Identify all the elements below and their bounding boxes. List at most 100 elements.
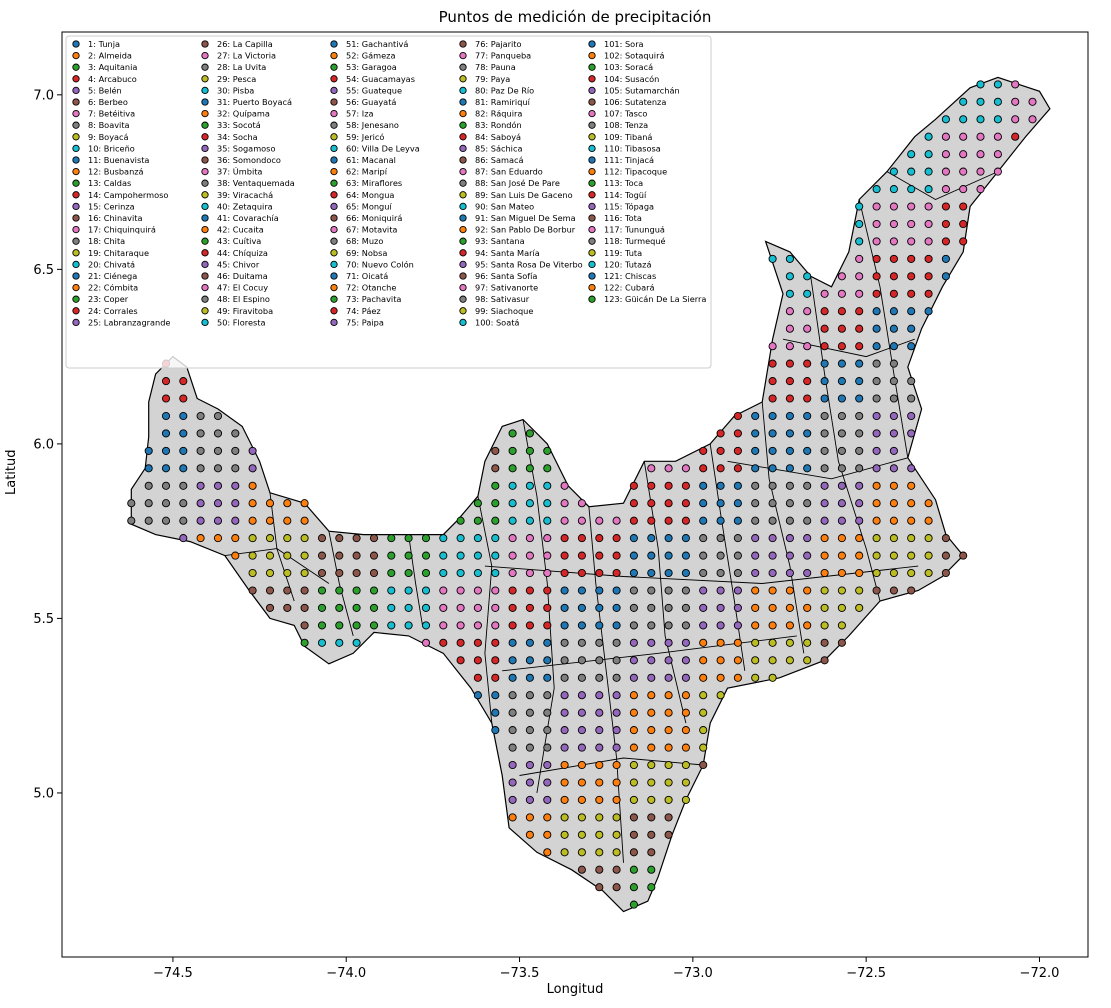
measurement-point xyxy=(993,97,1002,106)
measurement-point xyxy=(612,551,621,560)
measurement-point xyxy=(369,568,379,578)
measurement-point xyxy=(525,743,534,752)
measurement-point xyxy=(196,481,205,490)
measurement-point xyxy=(768,534,777,543)
measurement-point xyxy=(941,551,950,560)
legend-marker xyxy=(72,191,80,199)
municipality-boundary xyxy=(477,496,493,724)
legend-marker xyxy=(72,167,80,176)
measurement-point xyxy=(820,603,829,612)
measurement-point xyxy=(335,586,344,595)
measurement-point xyxy=(768,464,777,473)
legend-entry: 13: Caldas xyxy=(88,178,131,188)
measurement-point xyxy=(196,516,205,525)
measurement-point xyxy=(785,568,794,578)
measurement-point xyxy=(335,551,344,560)
legend-entry: 67: Motavita xyxy=(346,225,397,235)
legend-marker xyxy=(72,109,80,118)
legend-marker xyxy=(72,75,80,83)
measurement-point xyxy=(855,324,864,333)
measurement-point xyxy=(161,516,171,525)
measurement-point xyxy=(595,865,604,874)
measurement-point xyxy=(629,568,638,578)
legend-marker xyxy=(588,237,596,245)
measurement-point xyxy=(664,656,673,665)
measurement-point xyxy=(473,691,482,700)
legend-marker xyxy=(459,191,467,199)
legend-entry: 37: Úmbita xyxy=(217,166,262,177)
measurement-point xyxy=(785,394,794,403)
measurement-point xyxy=(439,638,448,647)
measurement-point xyxy=(491,656,500,665)
measurement-point xyxy=(785,638,794,647)
measurement-point xyxy=(543,708,552,717)
measurement-point xyxy=(491,673,500,682)
legend-marker xyxy=(201,272,209,280)
measurement-point xyxy=(491,691,500,700)
measurement-point xyxy=(733,586,742,595)
legend-marker xyxy=(459,225,467,234)
measurement-point xyxy=(803,394,812,403)
measurement-point xyxy=(543,516,552,525)
measurement-point xyxy=(491,446,500,455)
measurement-point xyxy=(300,638,309,647)
measurement-point xyxy=(664,743,673,752)
measurement-point xyxy=(595,760,604,770)
legend-marker xyxy=(72,86,80,95)
measurement-point xyxy=(924,534,933,543)
measurement-point xyxy=(283,551,292,560)
measurement-point xyxy=(889,377,898,386)
measurement-point xyxy=(283,534,292,543)
measurement-point xyxy=(664,691,673,700)
measurement-point xyxy=(837,586,846,595)
x-axis-label: Longitud xyxy=(546,982,604,997)
measurement-point xyxy=(647,743,656,752)
measurement-point xyxy=(508,726,517,735)
measurement-point xyxy=(213,481,223,490)
legend-marker xyxy=(588,191,596,199)
measurement-point xyxy=(473,516,482,525)
measurement-point xyxy=(491,708,500,717)
legend-entry: 93: Santana xyxy=(475,236,525,246)
measurement-point xyxy=(231,551,240,560)
legend-entry: 106: Sutatenza xyxy=(604,97,666,107)
legend-marker xyxy=(330,51,338,60)
measurement-point xyxy=(595,883,604,892)
legend-entry: 18: Chita xyxy=(88,236,125,246)
measurement-point xyxy=(993,115,1002,124)
measurement-point xyxy=(837,411,846,421)
measurement-point xyxy=(907,324,916,333)
measurement-point xyxy=(768,638,777,647)
measurement-point xyxy=(525,795,534,804)
measurement-point xyxy=(612,603,621,612)
legend-marker xyxy=(201,237,209,245)
measurement-point xyxy=(248,499,257,508)
measurement-point xyxy=(1011,80,1020,89)
measurement-point xyxy=(300,551,309,560)
legend-marker xyxy=(588,40,596,48)
measurement-point xyxy=(872,307,881,316)
measurement-point xyxy=(889,272,898,281)
measurement-point xyxy=(907,586,916,595)
legend-marker xyxy=(201,167,209,176)
measurement-point xyxy=(213,446,223,455)
measurement-point xyxy=(179,499,188,508)
measurement-point xyxy=(664,621,673,630)
measurement-point xyxy=(404,621,413,630)
legend-entry: 50: Floresta xyxy=(217,317,266,327)
measurement-point xyxy=(872,446,881,455)
measurement-point xyxy=(889,499,898,508)
measurement-point xyxy=(907,342,916,351)
measurement-point xyxy=(543,481,552,490)
legend-marker xyxy=(330,121,338,129)
measurement-point xyxy=(889,237,898,246)
measurement-point xyxy=(872,586,881,595)
legend-marker xyxy=(588,272,596,280)
measurement-point xyxy=(629,551,638,560)
legend-entry: 120: Tutazá xyxy=(604,259,651,269)
legend-entry: 113: Toca xyxy=(604,178,643,188)
measurement-point xyxy=(248,446,257,455)
legend-marker xyxy=(201,51,209,60)
measurement-point xyxy=(647,778,656,787)
